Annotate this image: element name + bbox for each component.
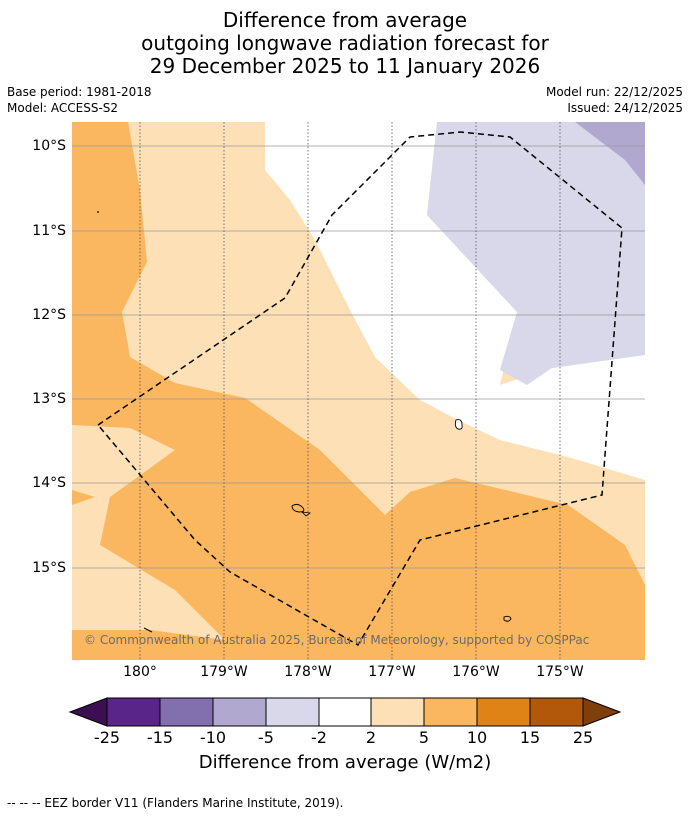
colorbar-tick-label: -25 xyxy=(93,728,121,747)
colorbar-tick-label: 2 xyxy=(365,728,377,747)
anomaly-zone-orange-small xyxy=(72,490,95,505)
colorbar-tick-label: -15 xyxy=(146,728,174,747)
map-area xyxy=(72,122,645,660)
island-shape xyxy=(503,615,512,622)
colorbar-dividers xyxy=(159,698,531,726)
base-period: Base period: 1981-2018 xyxy=(7,85,152,99)
lon-label: 178°W xyxy=(284,664,332,680)
anomaly-zone-light-purple xyxy=(427,122,645,385)
colorbar-tick-label: 10 xyxy=(466,728,488,747)
anomaly-zone-white xyxy=(265,122,645,480)
colorbar-swatch xyxy=(213,698,266,726)
model-name: Model: ACCESS-S2 xyxy=(7,101,119,115)
colorbar-tick-label: -5 xyxy=(258,728,274,747)
colorbar xyxy=(68,697,622,727)
copyright-notice: © Commonwealth of Australia 2025, Bureau… xyxy=(84,633,590,647)
colorbar-swatch xyxy=(319,698,371,726)
colorbar-tick-label: -2 xyxy=(311,728,327,747)
colorbar-swatch xyxy=(371,698,424,726)
lon-label: 179°W xyxy=(200,664,248,680)
longitude-gridlines xyxy=(139,122,561,660)
title-line-3: 29 December 2025 to 11 January 2026 xyxy=(149,54,541,78)
island-shape xyxy=(291,503,305,513)
lat-label: 11°S xyxy=(32,223,66,239)
lon-label: 180° xyxy=(123,664,157,680)
anomaly-zone-orange xyxy=(72,122,645,660)
colorbar-swatch xyxy=(477,698,530,726)
colorbar-lower-extend xyxy=(68,697,108,727)
lon-label: 175°W xyxy=(536,664,584,680)
colorbar-swatch xyxy=(266,698,319,726)
lat-label: 12°S xyxy=(32,307,66,323)
island-shape xyxy=(143,627,153,633)
colorbar-tick-label: 15 xyxy=(519,728,541,747)
colorbar-frame xyxy=(106,697,584,727)
anomaly-zone-purple xyxy=(575,122,645,185)
colorbar-tick-label: -10 xyxy=(199,728,227,747)
colorbar-tick-label: 25 xyxy=(572,728,594,747)
island-shape xyxy=(300,511,312,517)
lat-label: 14°S xyxy=(32,475,66,491)
lat-label: 15°S xyxy=(32,560,66,576)
colorbar-swatch xyxy=(107,698,160,726)
island-shape xyxy=(97,211,99,213)
colorbar-swatch xyxy=(160,698,213,726)
lat-label: 13°S xyxy=(32,391,66,407)
latitude-gridlines xyxy=(72,145,645,569)
model-run: Model run: 22/12/2025 xyxy=(545,85,683,99)
title-line-1: Difference from average xyxy=(222,8,468,32)
colorbar-tick-label: 5 xyxy=(418,728,430,747)
lon-label: 177°W xyxy=(368,664,416,680)
eez-legend: -- -- -- EEZ border V11 (Flanders Marine… xyxy=(7,796,344,810)
eez-border xyxy=(96,131,623,647)
colorbar-title: Difference from average (W/m2) xyxy=(198,752,492,773)
lon-label: 176°W xyxy=(452,664,500,680)
colorbar-swatch xyxy=(424,698,477,726)
colorbar-swatch xyxy=(530,698,583,726)
issued-date: Issued: 24/12/2025 xyxy=(567,101,683,115)
lat-label: 10°S xyxy=(32,138,66,154)
colorbar-upper-extend xyxy=(582,697,622,727)
title-line-2: outgoing longwave radiation forecast for xyxy=(141,31,549,55)
island-shape xyxy=(454,419,463,430)
